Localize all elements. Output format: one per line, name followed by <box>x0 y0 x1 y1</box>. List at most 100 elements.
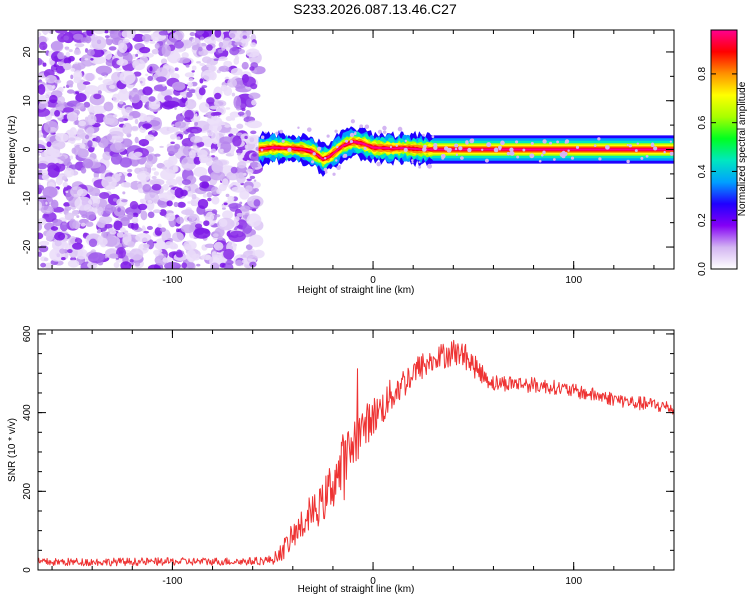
spectrogram-faint-dot <box>306 127 312 132</box>
spectrogram-faint-dot <box>485 158 489 163</box>
spectrogram-noise-blob <box>174 121 187 129</box>
spectrogram-noise-blob <box>84 58 89 61</box>
spectrogram-noise-blob <box>116 247 127 259</box>
spectrogram-noise-blob <box>80 222 86 227</box>
spectrogram-noise-blob <box>162 183 170 191</box>
spectrogram-noise-blob <box>52 219 63 227</box>
spectrogram-noise-blob <box>159 209 167 216</box>
spectrogram-noise-blob <box>97 90 102 95</box>
spectrogram-noise-blob <box>165 178 178 186</box>
spectrogram-noise-blob <box>69 155 74 160</box>
spectrogram-noise-blob <box>69 84 73 88</box>
spectrogram-noise-blob <box>131 262 135 266</box>
spectrogram-noise-blob <box>151 175 157 180</box>
spectrogram-noise-blob <box>234 216 240 222</box>
spectrogram-noise-blob <box>199 78 204 84</box>
spectrogram-noise-blob <box>253 199 261 207</box>
spectrogram-noise-blob <box>55 175 64 186</box>
spectrogram-noise-blob <box>249 261 257 268</box>
spectrogram-noise-blob <box>67 248 73 254</box>
spectrogram-noise-blob <box>73 33 84 40</box>
spectrogram-noise-blob <box>86 114 97 126</box>
spectrogram-noise-blob <box>108 84 116 90</box>
spectrogram-noise-blob <box>206 44 213 51</box>
spectrogram-faint-dot <box>549 141 553 145</box>
spectrogram-noise-blob <box>248 92 261 100</box>
spectrogram-noise-blob <box>50 226 59 231</box>
spectrogram-noise-blob <box>116 58 129 66</box>
spectrogram-faint-dot <box>458 146 463 151</box>
spectrogram-noise-blob <box>142 183 152 193</box>
spectrogram-noise-blob <box>211 159 224 174</box>
spectrogram-noise-blob <box>157 223 162 228</box>
spectrogram-faint-dot <box>336 165 341 171</box>
spectrogram-noise-blob <box>68 49 73 53</box>
spectrogram-noise-blob <box>231 186 246 193</box>
spectrogram-noise-blob <box>76 188 88 197</box>
spectrogram-noise-blob <box>251 99 257 106</box>
spectrogram-x-tick-label: 100 <box>565 275 582 286</box>
spectrogram-noise-blob <box>153 171 160 176</box>
spectrogram-faint-dot <box>323 156 327 160</box>
spectrogram-noise-blob <box>244 135 248 140</box>
spectrogram-noise-blob <box>38 103 46 110</box>
spectrogram-noise-blob <box>162 257 168 263</box>
spectrogram-noise-blob <box>70 68 76 72</box>
spectrogram-noise-blob <box>194 113 198 118</box>
spectrogram-faint-dot <box>335 159 338 162</box>
spectrogram-noise-blob <box>239 201 243 205</box>
snr-x-tick-label: 0 <box>370 576 376 587</box>
colorbar-tick-label: 0.2 <box>697 213 708 227</box>
spectrogram-noise-blob <box>224 262 234 269</box>
spectrogram-noise-blob <box>103 114 116 125</box>
spectrogram-noise-blob <box>38 94 45 100</box>
spectrogram-noise-blob <box>75 248 88 260</box>
spectrogram-noise-blob <box>133 224 139 231</box>
spectrogram-noise-blob <box>227 78 238 88</box>
spectrogram-noise-blob <box>184 109 194 120</box>
spectrogram-noise-blob <box>223 202 228 206</box>
spectrogram-noise-blob <box>128 95 132 100</box>
spectrogram-noise-blob <box>148 96 156 102</box>
spectrogram-noise-blob <box>99 191 110 199</box>
spectrogram-noise-blob <box>151 48 159 55</box>
spectrogram-noise-blob <box>93 30 106 35</box>
spectrogram-faint-dot <box>645 154 649 158</box>
spectrogram-faint-dot <box>376 161 381 167</box>
spectrogram-faint-dot <box>500 140 505 146</box>
spectrogram-noise-blob <box>204 243 215 248</box>
spectrogram-noise-blob <box>250 83 258 90</box>
spectrogram-noise-blob <box>127 211 134 220</box>
spectrogram-noise-blob <box>248 234 264 248</box>
spectrogram-noise-blob <box>246 178 252 181</box>
spectrogram-noise-blob <box>43 120 59 134</box>
spectrogram-noise-blob <box>211 123 222 132</box>
spectrogram-noise-blob <box>214 92 222 100</box>
spectrogram-faint-dot <box>454 147 458 151</box>
spectrogram-noise-blob <box>93 113 106 123</box>
spectrogram-noise-blob <box>48 127 51 132</box>
spectrogram-noise-blob <box>63 35 69 41</box>
spectrogram-noise-blob <box>202 69 215 81</box>
snr-y-tick-label: 200 <box>22 483 33 500</box>
spectrogram-faint-dot <box>275 131 279 135</box>
spectrogram-noise-blob <box>109 253 119 259</box>
spectrogram-noise-blob <box>44 147 57 161</box>
spectrogram-noise-blob <box>85 221 94 227</box>
spectrogram-faint-dot <box>556 140 560 144</box>
spectrogram-noise-blob <box>63 57 72 65</box>
spectrogram-noise-blob <box>183 240 197 251</box>
spectrogram-noise-blob <box>199 36 205 41</box>
spectrogram-noise-blob <box>61 118 68 124</box>
spectrogram-noise-blob <box>208 124 214 131</box>
spectrogram-faint-dot <box>260 135 265 139</box>
spectrogram-noise-blob <box>127 241 135 248</box>
spectrogram-faint-dot <box>640 156 644 160</box>
spectrogram-noise-blob <box>41 173 50 181</box>
spectrogram-faint-dot <box>446 149 450 152</box>
spectrogram-faint-dot <box>411 159 414 162</box>
spectrogram-noise-blob <box>184 72 195 78</box>
spectrogram-noise-blob <box>137 203 148 211</box>
